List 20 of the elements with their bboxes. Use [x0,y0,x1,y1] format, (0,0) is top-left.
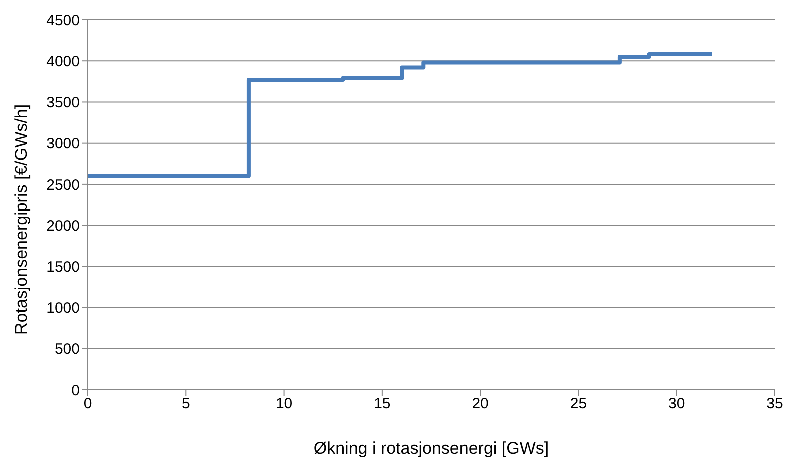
x-axis-title: Økning i rotasjonsenergi [GWs] [314,439,550,458]
x-tick-label: 15 [374,396,391,413]
x-tick-label: 5 [182,396,190,413]
y-tick-label: 2500 [46,176,80,194]
x-tick-label: 35 [766,396,784,413]
y-tick-label: 2000 [46,218,80,235]
y-tick-label: 1000 [46,300,80,318]
x-tick-label: 25 [570,396,588,413]
y-axis-title: Rotasjonsenergipris [€/GWs/h] [12,104,32,335]
x-tick-label: 0 [84,396,92,413]
y-tick-label: 4500 [46,12,80,30]
y-tick-label: 4000 [46,53,80,70]
x-tick-label: 10 [276,396,293,413]
y-tick-label: 500 [54,341,80,358]
x-tick-label: 20 [472,396,489,413]
y-tick-label: 1500 [46,258,80,276]
x-tick-label: 30 [668,396,686,413]
y-tick-label: 0 [72,382,80,400]
y-tick-label: 3000 [46,136,80,153]
y-tick-label: 3500 [46,94,80,112]
